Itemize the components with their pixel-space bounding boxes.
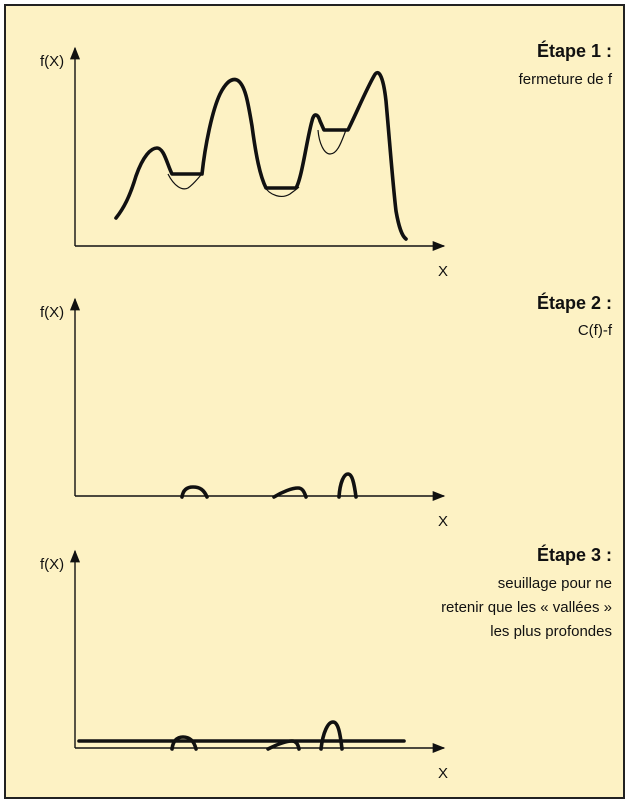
residual-bump-3 [337, 472, 358, 499]
step-2-title: Étape 2 : [537, 292, 612, 313]
x-axis-label-3: X [438, 765, 448, 782]
step-3-description-line-3: les plus profondes [490, 623, 612, 640]
original-signal-dip-3 [317, 129, 347, 155]
morphology-diagram: f(X) X Étape 1 : fermeture de f f(X) X É… [40, 40, 613, 782]
closed-signal-curve [114, 70, 408, 241]
step-3-description-line-1: seuillage pour ne [498, 575, 612, 592]
x-axis-label-2: X [438, 513, 448, 530]
original-signal-dip-1 [167, 173, 203, 190]
y-axis-label-2: f(X) [40, 304, 64, 321]
step-1-description: fermeture de f [519, 71, 613, 88]
x-axis-label-1: X [438, 263, 448, 280]
y-axis-label-3: f(X) [40, 556, 64, 573]
residual-bump-1-thresholded [170, 735, 198, 751]
step-3-title: Étape 3 : [537, 544, 612, 565]
y-axis-label-1: f(X) [40, 53, 64, 70]
step-2-description: C(f)-f [578, 322, 613, 339]
figure-frame: f(X) X Étape 1 : fermeture de f f(X) X É… [4, 4, 625, 799]
residual-bump-3-thresholded [319, 720, 344, 751]
step-1-title: Étape 1 : [537, 40, 612, 61]
panel-step-1: f(X) X Étape 1 : fermeture de f [40, 40, 613, 280]
residual-bump-1 [180, 485, 209, 499]
panel-step-2: f(X) X Étape 2 : C(f)-f [40, 292, 613, 530]
panel-step-3: f(X) X Étape 3 : seuillage pour ne reten… [40, 544, 612, 782]
residual-bump-2 [272, 486, 308, 499]
step-3-description-line-2: retenir que les « vallées » [441, 599, 612, 616]
